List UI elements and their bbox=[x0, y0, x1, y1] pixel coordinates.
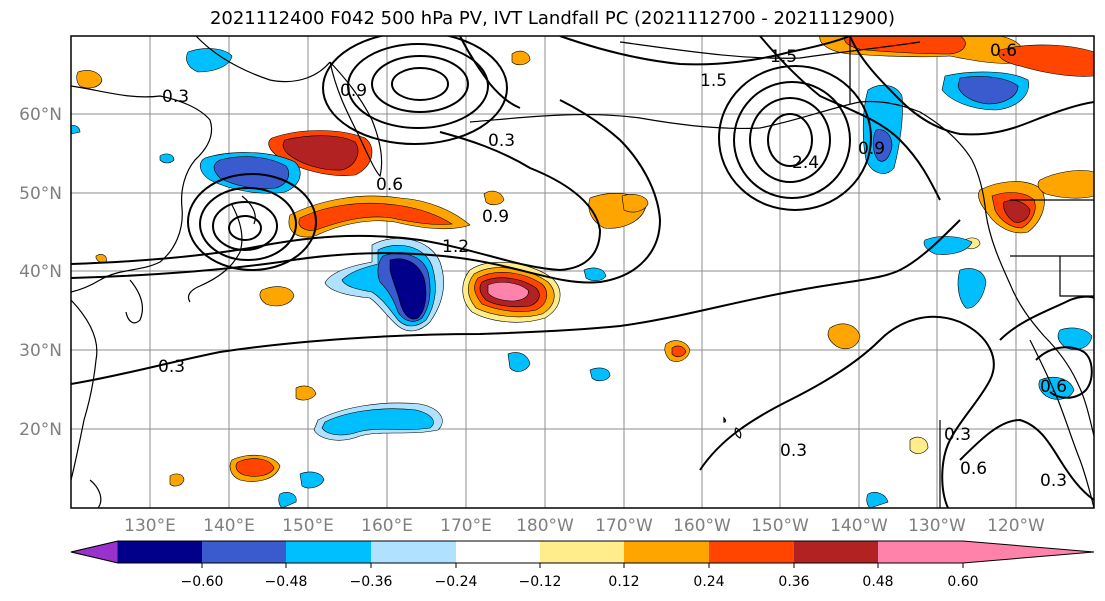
contour-label: 0.3 bbox=[780, 441, 807, 461]
longitude-labels: 130°E 140°E 150°E 160°E 170°E 180°W 170°… bbox=[124, 516, 1045, 536]
plot-frame bbox=[70, 35, 1095, 509]
colorbar-tick: 0.24 bbox=[693, 574, 724, 590]
colorbar-bin bbox=[456, 541, 540, 563]
colorbar-bin bbox=[286, 541, 371, 563]
pv-contours bbox=[71, 36, 1094, 508]
contour-label: 1.5 bbox=[700, 71, 727, 91]
lon-label: 140°E bbox=[203, 516, 255, 536]
colorbar-bin bbox=[118, 541, 202, 563]
colorbar-tick: 0.36 bbox=[778, 574, 809, 590]
lon-label: 120°W bbox=[987, 516, 1045, 536]
colorbar-tick: 0.60 bbox=[947, 574, 978, 590]
colorbar-tick: −0.24 bbox=[435, 574, 478, 590]
contour-label: 0.9 bbox=[482, 207, 509, 227]
colorbar-tick: −0.36 bbox=[350, 574, 393, 590]
contour-label: 0.3 bbox=[488, 131, 515, 151]
lat-label: 60°N bbox=[19, 105, 62, 125]
colorbar-extend-low bbox=[70, 540, 119, 564]
lon-label: 180°W bbox=[516, 516, 574, 536]
lat-label: 30°N bbox=[19, 341, 62, 361]
lon-label: 170°W bbox=[595, 516, 653, 536]
colorbar-bin bbox=[878, 541, 963, 563]
lon-label: 130°W bbox=[908, 516, 966, 536]
contour-label: 0.6 bbox=[960, 459, 987, 479]
lat-label: 40°N bbox=[19, 262, 62, 282]
contour-label: 1.5 bbox=[770, 47, 797, 67]
contour-label: 0.3 bbox=[162, 87, 189, 107]
latitude-labels: 60°N 50°N 40°N 30°N 20°N bbox=[19, 105, 62, 440]
colorbar-bin bbox=[709, 541, 794, 563]
colorbar: −0.60 −0.48 −0.36 −0.24 −0.12 0.12 0.24 … bbox=[70, 540, 1095, 590]
lon-label: 130°E bbox=[124, 516, 176, 536]
contour-label: 1.2 bbox=[442, 237, 469, 257]
contour-label: 0.9 bbox=[858, 139, 885, 159]
contour-labels: 1.5 0.3 0.9 0.3 1.5 2.4 0.9 0.6 0.6 0.9 … bbox=[158, 41, 1067, 491]
lon-label: 150°W bbox=[751, 516, 809, 536]
colorbar-bin bbox=[371, 541, 456, 563]
ivt-shading bbox=[71, 36, 1094, 508]
lat-label: 20°N bbox=[19, 420, 62, 440]
lon-label: 170°E bbox=[440, 516, 492, 536]
colorbar-tick: −0.12 bbox=[519, 574, 562, 590]
contour-label: 0.3 bbox=[1040, 471, 1067, 491]
colorbar-bin bbox=[540, 541, 624, 563]
contour-label: 0.6 bbox=[1040, 377, 1067, 397]
lon-label: 140°W bbox=[830, 516, 888, 536]
colorbar-tick: 0.12 bbox=[608, 574, 639, 590]
lon-label: 150°E bbox=[282, 516, 334, 536]
lat-label: 50°N bbox=[19, 184, 62, 204]
colorbar-tick: −0.60 bbox=[181, 574, 224, 590]
colorbar-bin bbox=[202, 541, 286, 563]
colorbar-bin bbox=[624, 541, 709, 563]
map-title: 2021112400 F042 500 hPa PV, IVT Landfall… bbox=[209, 8, 896, 29]
contour-label: 0.6 bbox=[990, 41, 1017, 61]
contour-label: 0.3 bbox=[158, 357, 185, 377]
contour-label: 2.4 bbox=[792, 153, 819, 173]
contour-label: 0.3 bbox=[944, 425, 971, 445]
contour-label: 0.6 bbox=[376, 175, 403, 195]
colorbar-tick: −0.48 bbox=[265, 574, 308, 590]
contour-label: 0.9 bbox=[340, 81, 367, 101]
colorbar-tick: 0.48 bbox=[862, 574, 893, 590]
lon-label: 160°E bbox=[361, 516, 413, 536]
lon-label: 160°W bbox=[673, 516, 731, 536]
colorbar-bin bbox=[794, 541, 878, 563]
